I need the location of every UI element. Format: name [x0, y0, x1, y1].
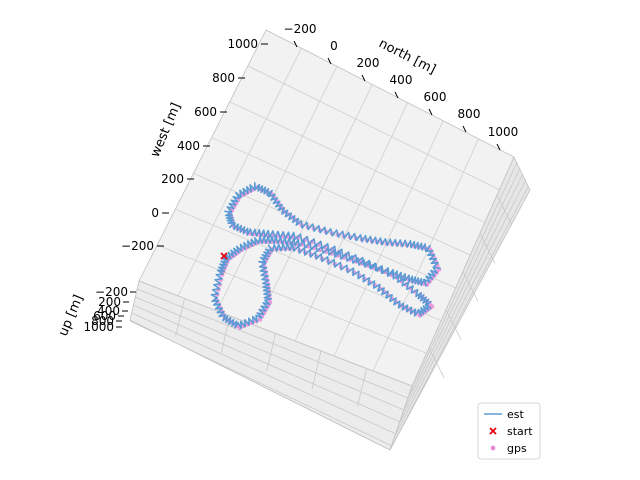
- side-edge-line: [395, 180, 526, 435]
- legend-start-swatch: [489, 427, 497, 435]
- right-grid-line: [445, 309, 462, 340]
- west-tick-label: 0: [151, 206, 159, 220]
- north-tick-label: 400: [390, 73, 413, 87]
- right-grid-line: [496, 194, 513, 226]
- west-axis-ticks: 1000 800 600 400 200 0 −200: [121, 37, 268, 253]
- grid-line: [247, 65, 500, 191]
- west-tick-label: 400: [177, 139, 200, 153]
- grid-line: [156, 244, 427, 354]
- north-tick-mark: [394, 91, 399, 99]
- grid-line: [372, 138, 479, 372]
- legend-est-label: est: [507, 408, 524, 421]
- front-grid-line: [266, 333, 276, 372]
- west-tick-label: 600: [194, 105, 217, 119]
- grid-line: [177, 47, 302, 297]
- north-tick-mark: [293, 40, 298, 48]
- side-edge-line: [399, 174, 523, 423]
- grid-line: [294, 102, 409, 342]
- north-tick-mark: [361, 74, 366, 82]
- legend: est start gps: [477, 402, 541, 460]
- north-tick-label: 200: [357, 56, 380, 70]
- side-edge-line: [403, 168, 520, 411]
- north-tick-mark: [327, 57, 332, 65]
- grid-line: [333, 120, 444, 357]
- north-tick-label: 800: [458, 107, 481, 121]
- west-tick-label: 800: [212, 71, 235, 85]
- front-grid-line: [175, 298, 185, 337]
- grid-line: [216, 66, 338, 312]
- north-axis-label: north [m]: [376, 36, 438, 77]
- legend-gps-label: gps: [507, 442, 527, 455]
- north-tick-mark: [496, 143, 501, 151]
- west-tick-label: 200: [161, 172, 184, 186]
- side-edge-line: [131, 312, 397, 435]
- right-grid-line: [479, 233, 496, 264]
- grid-line: [229, 101, 486, 223]
- north-tick-label: 1000: [488, 125, 519, 139]
- front-grid-line: [311, 350, 322, 390]
- up-tick-label: 1000: [83, 320, 114, 334]
- up-axis-label: up [m]: [56, 293, 87, 339]
- grid-line: [255, 84, 373, 327]
- est-series: [210, 182, 441, 329]
- west-tick-label: −200: [121, 239, 154, 253]
- legend-start-label: start: [507, 425, 533, 438]
- side-edge-line: [129, 320, 393, 447]
- north-tick-mark: [462, 125, 467, 133]
- side-edge-line: [407, 162, 518, 399]
- up-tick-label: 800: [91, 314, 114, 328]
- up-tick-label: 200: [98, 295, 121, 309]
- north-axis-ticks: −200 0 200 400 600 800 1000: [284, 22, 519, 151]
- box-edges: [129, 156, 529, 447]
- west-tick-label: 1000: [227, 37, 258, 51]
- right-grid-line: [428, 347, 445, 379]
- up-tick-label: 600: [93, 309, 116, 323]
- up-tick-label: −200: [95, 285, 128, 299]
- est-line: [210, 182, 441, 329]
- north-tick-label: 600: [424, 90, 447, 104]
- start-marker: [220, 252, 228, 260]
- side-edge-line: [391, 186, 529, 447]
- front-grid-line: [357, 368, 367, 407]
- start-x-stroke: [220, 252, 228, 260]
- right-grid-line: [462, 271, 479, 302]
- grid-line: [211, 137, 471, 256]
- legend-gps-swatch: [490, 445, 496, 451]
- north-tick-label: −200: [284, 22, 317, 36]
- up-tick-label: 400: [97, 304, 120, 318]
- north-tick-mark: [428, 108, 433, 116]
- north-tick-label: 0: [330, 39, 338, 53]
